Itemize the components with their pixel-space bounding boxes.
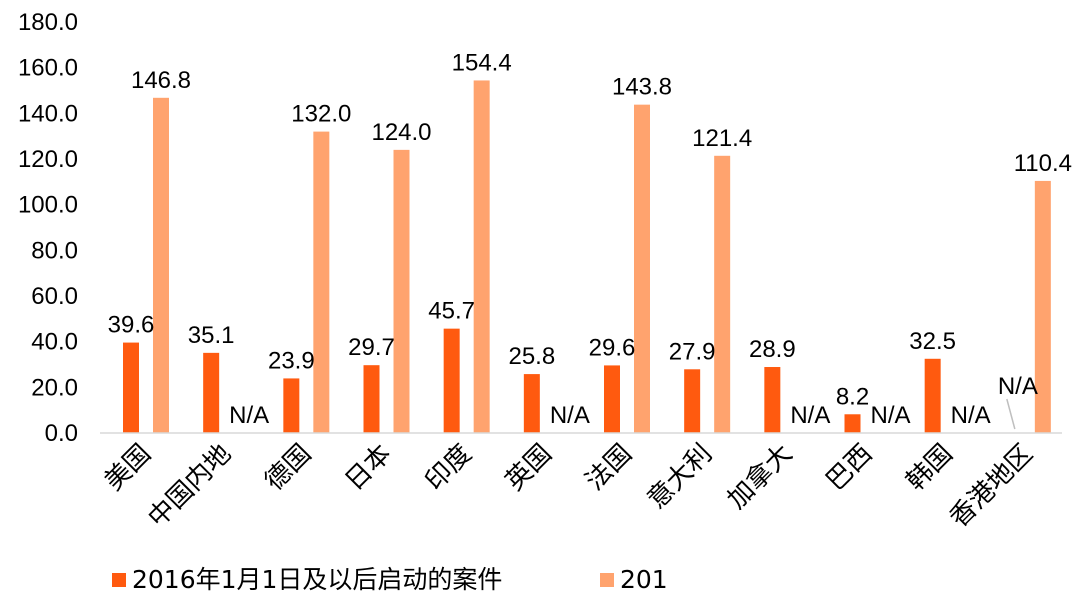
data-label-na: N/A (790, 402, 830, 429)
bar-series-2 (153, 97, 169, 433)
y-tick-label: 180.0 (18, 9, 78, 36)
legend-swatch (112, 573, 126, 587)
data-label: 8.2 (836, 383, 869, 410)
data-label: 154.4 (452, 49, 512, 76)
category-label: 德国 (259, 439, 317, 497)
data-label: 143.8 (612, 74, 672, 101)
bar-series-2 (393, 149, 410, 433)
data-label-na: N/A (550, 402, 590, 429)
category-label: 日本 (340, 439, 398, 497)
bar-series-1 (283, 378, 300, 433)
data-label: 110.4 (1014, 150, 1072, 177)
y-tick-label: 160.0 (18, 55, 78, 82)
bar-series-1 (844, 414, 861, 433)
data-label: 121.4 (692, 125, 752, 152)
y-tick-label: 20.0 (31, 374, 78, 401)
category-label: 巴西 (821, 439, 879, 497)
y-tick-label: 140.0 (18, 100, 78, 127)
data-label-na: N/A (870, 402, 910, 429)
data-label: 45.7 (428, 298, 475, 325)
data-label-na: N/A (229, 402, 269, 429)
data-label-na: N/A (998, 373, 1038, 400)
bar-series-1 (363, 365, 380, 433)
category-label: 英国 (500, 439, 558, 497)
data-label: 124.0 (371, 119, 431, 146)
category-label: 印度 (420, 439, 478, 497)
data-label: 32.5 (909, 328, 956, 355)
y-tick-label: 40.0 (31, 329, 78, 356)
y-tick-label: 120.0 (18, 146, 78, 173)
bar-series-1 (443, 328, 460, 433)
bar-series-1 (523, 374, 540, 433)
category-label: 加拿大 (722, 439, 798, 515)
data-label: 25.8 (508, 343, 555, 370)
data-label: 39.6 (108, 312, 155, 339)
bar-series-2 (473, 80, 490, 433)
y-tick-label: 0.0 (45, 420, 78, 447)
bar-series-1 (924, 358, 941, 433)
bar-series-2 (714, 155, 731, 433)
data-label: 146.8 (131, 67, 191, 94)
bar-series-1 (684, 369, 701, 433)
category-label: 法国 (580, 439, 638, 497)
bar-series-2 (1034, 180, 1051, 433)
bar-series-1 (604, 365, 620, 433)
data-labels: 39.6 146.8 35.1 N/A 23.9 132.0 29.7 124.0 45.7 15… (108, 49, 1072, 430)
category-label: 美国 (99, 439, 157, 497)
bar-series-1 (764, 367, 781, 433)
legend: 2016年1月1日及以后启动的案件 201 (112, 565, 668, 594)
bar-series-1 (203, 352, 220, 433)
data-label: 29.7 (348, 334, 395, 361)
data-label: 27.9 (669, 338, 716, 365)
legend-swatch (600, 573, 614, 587)
legend-label: 201 (620, 565, 668, 594)
category-label: 意大利 (642, 439, 718, 515)
bar-series-1 (123, 342, 139, 433)
data-label-na: N/A (951, 402, 991, 429)
bar-series-2 (313, 131, 330, 433)
leader-line (1006, 398, 1016, 430)
data-label: 23.9 (268, 347, 315, 374)
category-label: 韩国 (901, 439, 959, 497)
y-axis: 0.0 20.0 40.0 60.0 80.0 100.0 120.0 140.0 160.0 1… (18, 9, 78, 447)
bar-series-2 (634, 104, 650, 433)
data-label: 132.0 (291, 101, 351, 128)
category-label: 香港地区 (944, 439, 1039, 534)
category-label: 中国内地 (142, 439, 237, 534)
data-label: 29.6 (589, 334, 636, 361)
data-label: 28.9 (749, 336, 796, 363)
y-tick-label: 60.0 (31, 283, 78, 310)
bars (123, 80, 1051, 433)
data-label: 35.1 (188, 322, 235, 349)
y-tick-label: 80.0 (31, 237, 78, 264)
y-tick-label: 100.0 (18, 192, 78, 219)
legend-label: 2016年1月1日及以后启动的案件 (132, 565, 502, 594)
